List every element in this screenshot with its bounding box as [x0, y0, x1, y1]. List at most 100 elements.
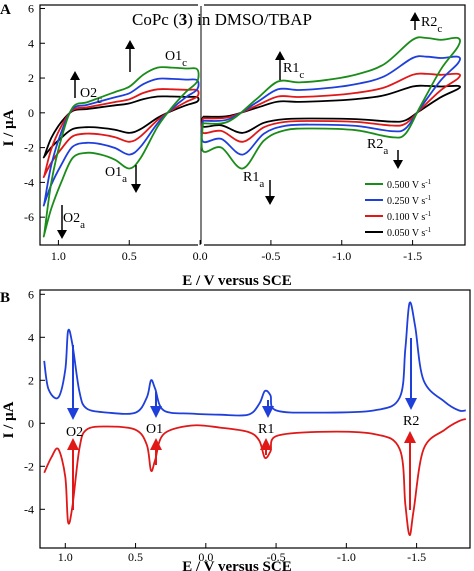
x-tick-label: 0.0 — [198, 550, 213, 564]
y-tick-label: -2 — [24, 141, 34, 155]
panel-a-legend: 0.500 V s-1 0.250 V s-1 0.100 V s-1 0.05… — [365, 178, 432, 239]
arrow-down-icon — [131, 184, 141, 193]
x-tick-label: 0.0 — [193, 249, 208, 263]
arrow-up-icon — [70, 71, 80, 80]
x-tick-label: -1.0 — [337, 550, 356, 564]
panel-a-y-ticks: 6 4 2 0 -2 -4 -6 — [24, 1, 45, 224]
svg-text:R2c: R2c — [421, 15, 442, 35]
panel-a-x-ticks: 1.0 0.5 0.0 -0.5 -1.0 -1.5 — [51, 240, 422, 263]
label-o2: O2 — [66, 425, 83, 440]
arrow-down-icon — [265, 196, 275, 205]
arrow-up-icon — [150, 438, 162, 450]
arrow-r2-blue — [405, 338, 417, 410]
annotation-o1c: O1c — [125, 40, 187, 72]
label-o1: O1 — [146, 422, 163, 437]
arrow-down-icon — [262, 406, 274, 418]
arrow-down-icon — [67, 408, 79, 420]
x-tick-label: -0.5 — [261, 249, 280, 263]
svg-text:O1c: O1c — [165, 49, 187, 69]
x-tick-label: -0.5 — [267, 550, 286, 564]
cv-curve-0050-right — [200, 84, 461, 134]
arrow-o1-red — [150, 438, 162, 465]
x-tick-label: 1.0 — [58, 550, 73, 564]
arrow-o1-blue — [150, 392, 162, 418]
annotation-o2a: O2a — [57, 205, 85, 239]
annotation-o2c: O2c — [70, 71, 102, 106]
panel-b-y-axis-label: I / µA — [1, 401, 17, 438]
arrow-r1-blue — [262, 400, 274, 418]
panel-a-plot-area — [39, 4, 466, 246]
svg-text:O2c: O2c — [80, 86, 102, 106]
y-tick-label: -6 — [24, 210, 34, 224]
cv-curve-0100-right — [200, 72, 461, 143]
y-tick-label: 6 — [28, 1, 34, 15]
arrow-o2-blue — [67, 345, 79, 420]
arrow-down-icon — [57, 230, 67, 239]
y-tick-label: 2 — [28, 373, 34, 387]
annotation-r1a: R1a — [243, 170, 275, 205]
x-tick-label: -1.5 — [407, 550, 426, 564]
legend-item-0250: 0.250 V s-1 — [365, 194, 432, 207]
panel-b-letter: B — [0, 290, 10, 306]
arrow-down-icon — [150, 406, 162, 418]
svg-text:0.500 V s-1: 0.500 V s-1 — [387, 178, 432, 191]
panel-b-plot-area — [39, 289, 471, 549]
cv-curve-0500-left — [42, 66, 200, 238]
x-tick-label: -1.0 — [332, 249, 351, 263]
y-tick-label: 4 — [28, 330, 34, 344]
arrow-up-icon — [404, 431, 416, 443]
panel-b-x-axis-label: E / V versus SCE — [182, 559, 291, 571]
cv-curve-0050-left — [42, 95, 200, 159]
annotation-r2a: R2a — [367, 137, 403, 169]
svg-text:O1a: O1a — [105, 165, 127, 185]
panel-a-axis-break-gap-bottom — [198, 244, 204, 247]
arrow-up-icon — [67, 438, 79, 450]
arrow-down-icon — [405, 398, 417, 410]
y-tick-label: 0 — [28, 106, 34, 120]
legend-item-0500: 0.500 V s-1 — [365, 178, 432, 191]
arrow-up-icon — [275, 51, 285, 60]
cv-curve-0250-left — [42, 77, 200, 207]
legend-item-0100: 0.100 V s-1 — [365, 210, 432, 223]
panel-a-y-axis-label: I / µA — [1, 109, 17, 146]
label-r2: R2 — [403, 414, 419, 429]
panel-b-x-ticks: 1.0 0.5 0.0 -0.5 -1.0 -1.5 — [58, 543, 426, 564]
y-tick-label: 0 — [28, 416, 34, 430]
panel-a-axis-break-gap — [198, 3, 204, 6]
panel-a-title: CoPc (3) in DMSO/TBAP — [132, 10, 312, 29]
y-tick-label: 6 — [28, 287, 34, 301]
svg-text:0.100 V s-1: 0.100 V s-1 — [387, 210, 432, 223]
x-tick-label: 0.5 — [128, 550, 143, 564]
svg-text:0.250 V s-1: 0.250 V s-1 — [387, 194, 432, 207]
dpv-reduction-curve — [43, 418, 467, 537]
panel-a: A CoPc (3) in DMSO/TBAP 6 4 2 0 -2 -4 -6 1.0 0.… — [0, 1, 466, 289]
arrow-up-icon — [260, 438, 272, 450]
svg-text:R2a: R2a — [367, 137, 388, 157]
panel-a-x-axis-label: E / V versus SCE — [182, 273, 291, 289]
arrow-up-icon — [410, 12, 420, 21]
x-tick-label: -1.5 — [403, 249, 422, 263]
y-tick-label: -2 — [24, 459, 34, 473]
arrow-r2-red — [404, 431, 416, 510]
arrow-up-icon — [125, 40, 135, 49]
arrow-down-icon — [393, 160, 403, 169]
legend-item-0050: 0.050 V s-1 — [365, 226, 432, 239]
svg-text:O2a: O2a — [63, 211, 85, 231]
arrow-r1-red — [260, 438, 272, 455]
y-tick-label: -4 — [24, 175, 34, 189]
arrow-o2-red — [67, 438, 79, 510]
svg-text:R1a: R1a — [243, 170, 264, 190]
label-r1: R1 — [258, 422, 274, 437]
dpv-oxidation-curve — [43, 301, 466, 417]
cv-curve-0500-right — [200, 36, 461, 170]
y-tick-label: 2 — [28, 71, 34, 85]
cv-curve-0250-right — [200, 55, 461, 156]
panel-b-y-ticks: 6 4 2 0 -2 -4 — [24, 287, 45, 516]
panel-a-curves — [42, 36, 461, 238]
annotation-r2c: R2c — [410, 12, 442, 35]
cv-curve-0100-left — [42, 88, 200, 179]
annotation-o1a: O1a — [105, 165, 141, 193]
svg-text:0.050 V s-1: 0.050 V s-1 — [387, 226, 432, 239]
